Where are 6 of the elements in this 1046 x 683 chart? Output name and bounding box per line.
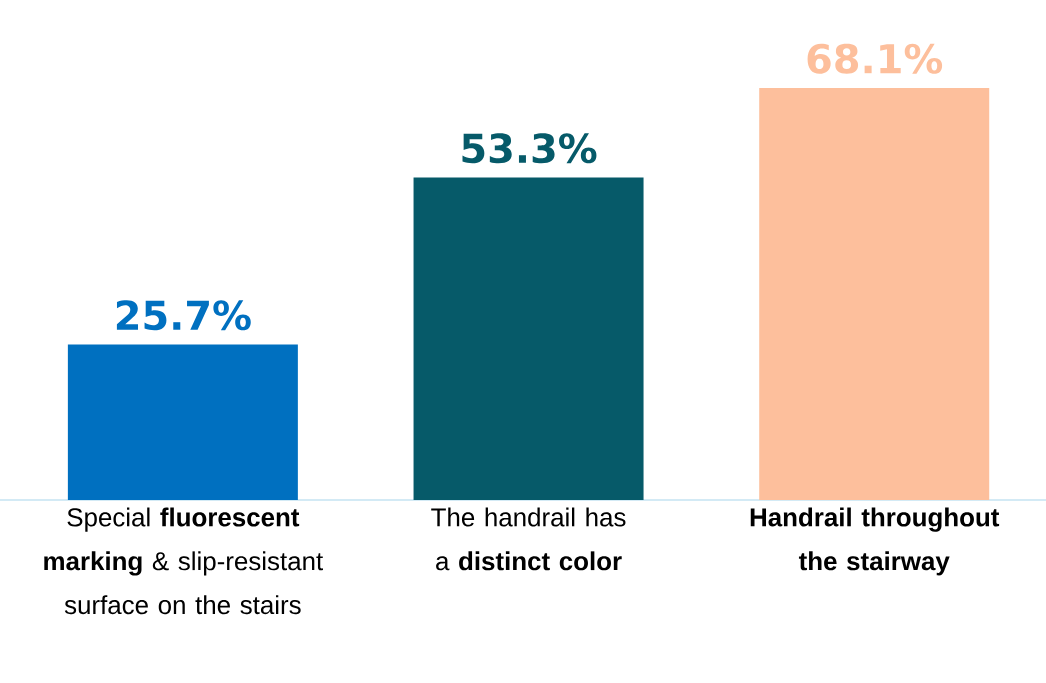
data-label: 53.3%	[462, 133, 597, 164]
x-tick-label: Handrail throughout the stairway	[750, 507, 1000, 576]
category-label: Special fluorescent marking & slip-resistant surface on the stairs	[44, 507, 323, 615]
data-label: 25.7%	[116, 300, 251, 331]
x-tick-label: The handrail has a distinct color	[431, 507, 626, 571]
data-label: 68.1%	[807, 43, 943, 74]
